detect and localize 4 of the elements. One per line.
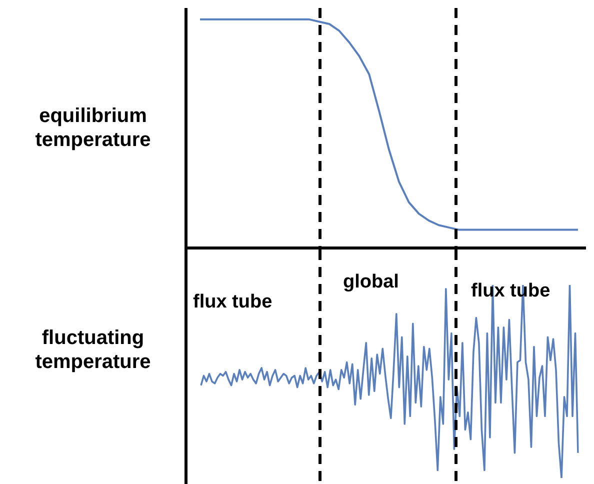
annotation: global	[343, 272, 399, 293]
y-axis-title: equilibrium temperature	[34, 104, 152, 152]
annotation: flux tube	[193, 292, 272, 313]
y-axis-title: fluctuating temperature	[34, 326, 152, 374]
